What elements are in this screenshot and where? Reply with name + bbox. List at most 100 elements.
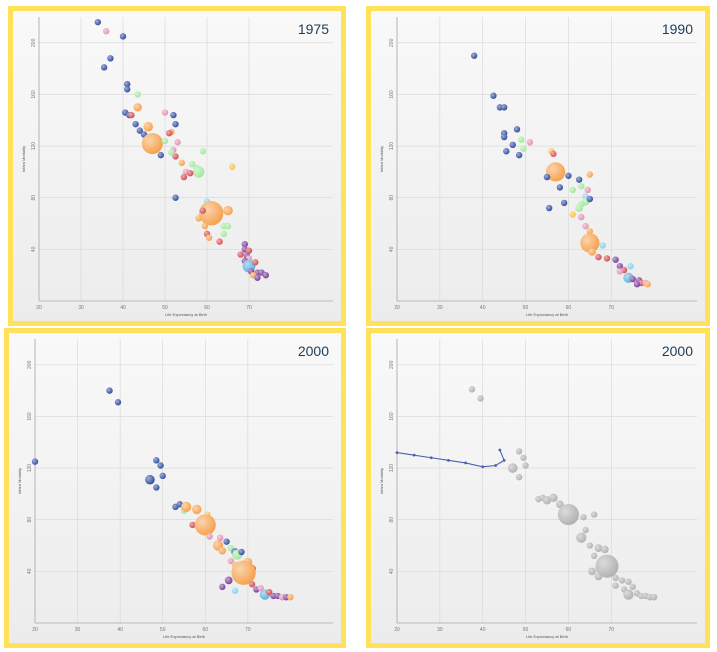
trail-point <box>412 453 416 457</box>
data-point <box>231 560 256 585</box>
y-tick-label: 120 <box>27 464 33 473</box>
chart-panel-3: 20 30 40 50 60 70 40 80 120 160 200 Life Expectancy… <box>4 328 346 648</box>
data-point <box>612 256 619 263</box>
data-point <box>224 576 233 585</box>
x-tick-label: 50 <box>160 627 166 633</box>
data-point <box>575 176 583 183</box>
x-tick-label: 20 <box>394 305 400 311</box>
data-point <box>187 170 194 177</box>
data-point <box>629 275 636 283</box>
x-tick-label: 40 <box>117 627 123 633</box>
y-axis-label: Infant Mortality <box>379 468 384 494</box>
x-tick-label: 20 <box>32 627 38 633</box>
data-point <box>515 448 523 455</box>
plot-background <box>13 11 341 321</box>
data-point <box>168 149 175 156</box>
data-point <box>569 186 576 194</box>
data-point <box>191 504 202 515</box>
x-tick-label: 60 <box>566 305 572 311</box>
x-tick-label: 70 <box>609 627 615 633</box>
data-point <box>107 55 114 62</box>
data-point <box>133 103 142 112</box>
x-tick-label: 30 <box>437 627 443 633</box>
data-point <box>199 201 224 226</box>
data-point <box>134 91 141 98</box>
y-axis-label: Infant Mortality <box>17 468 22 494</box>
data-point <box>199 207 206 214</box>
x-tick-label: 70 <box>609 305 615 311</box>
data-point <box>124 86 131 93</box>
trail-point <box>429 456 433 460</box>
data-point <box>560 199 568 207</box>
data-point <box>477 395 484 402</box>
x-axis-label: Life Expectancy at Birth <box>165 312 207 317</box>
chart-title: 1975 <box>297 21 329 37</box>
y-tick-label: 200 <box>389 38 395 47</box>
plot-background <box>371 11 705 321</box>
data-point <box>543 173 551 181</box>
data-point <box>612 574 619 582</box>
data-point <box>192 166 205 178</box>
data-point <box>262 271 269 279</box>
data-point <box>219 583 226 591</box>
x-tick-label: 70 <box>245 627 251 633</box>
data-point <box>100 64 108 71</box>
data-point <box>582 222 589 230</box>
x-tick-label: 60 <box>204 305 210 311</box>
y-tick-label: 120 <box>389 142 395 151</box>
data-point <box>194 514 216 536</box>
data-point <box>180 173 188 181</box>
chart-svg-4: 20 30 40 50 60 70 40 80 120 160 200 Life Expectancy… <box>371 333 705 643</box>
y-tick-label: 40 <box>389 568 395 574</box>
data-point <box>237 251 244 258</box>
data-point <box>515 473 523 481</box>
data-point <box>174 139 181 146</box>
trail-point <box>464 461 467 465</box>
data-point <box>132 120 139 128</box>
x-tick-label: 20 <box>36 305 42 311</box>
data-point <box>582 526 589 534</box>
data-point <box>595 253 602 261</box>
data-point <box>161 137 169 145</box>
data-point <box>223 538 230 545</box>
x-tick-label: 60 <box>566 627 572 633</box>
data-point <box>588 567 596 576</box>
data-point <box>252 259 259 266</box>
data-point <box>189 160 196 168</box>
data-point <box>586 171 594 178</box>
data-point <box>594 544 603 552</box>
data-point <box>181 501 192 512</box>
data-point <box>500 133 508 141</box>
data-point <box>205 234 213 241</box>
data-point <box>490 92 497 99</box>
data-point <box>518 136 525 143</box>
data-point <box>172 194 179 201</box>
data-point <box>520 145 527 152</box>
data-point <box>119 33 127 40</box>
data-point <box>227 557 235 565</box>
y-tick-label: 200 <box>27 360 33 369</box>
y-tick-label: 80 <box>389 517 395 523</box>
data-point <box>124 80 131 88</box>
y-tick-label: 40 <box>389 246 395 252</box>
y-tick-label: 80 <box>389 195 395 201</box>
x-tick-label: 30 <box>75 627 81 633</box>
data-point <box>618 577 626 584</box>
data-point <box>159 472 166 480</box>
chart-panel-2: 20 30 40 50 60 70 40 80 120 160 200 Life Expectancy… <box>366 6 710 326</box>
y-tick-label: 160 <box>31 90 37 99</box>
data-point <box>576 532 587 543</box>
data-point <box>199 148 206 155</box>
data-point <box>248 581 256 588</box>
trail-point <box>494 464 497 467</box>
data-point <box>141 132 163 155</box>
x-tick-label: 30 <box>78 305 84 311</box>
data-point <box>612 582 619 589</box>
data-point <box>509 141 516 148</box>
data-point <box>522 462 529 469</box>
trail-point <box>447 458 450 462</box>
data-point <box>468 386 476 393</box>
trail-point <box>395 451 399 454</box>
data-point <box>178 159 185 167</box>
chart-panel-1: 20 30 40 50 60 70 40 80 120 160 200 Life Expectancy… <box>8 6 346 326</box>
